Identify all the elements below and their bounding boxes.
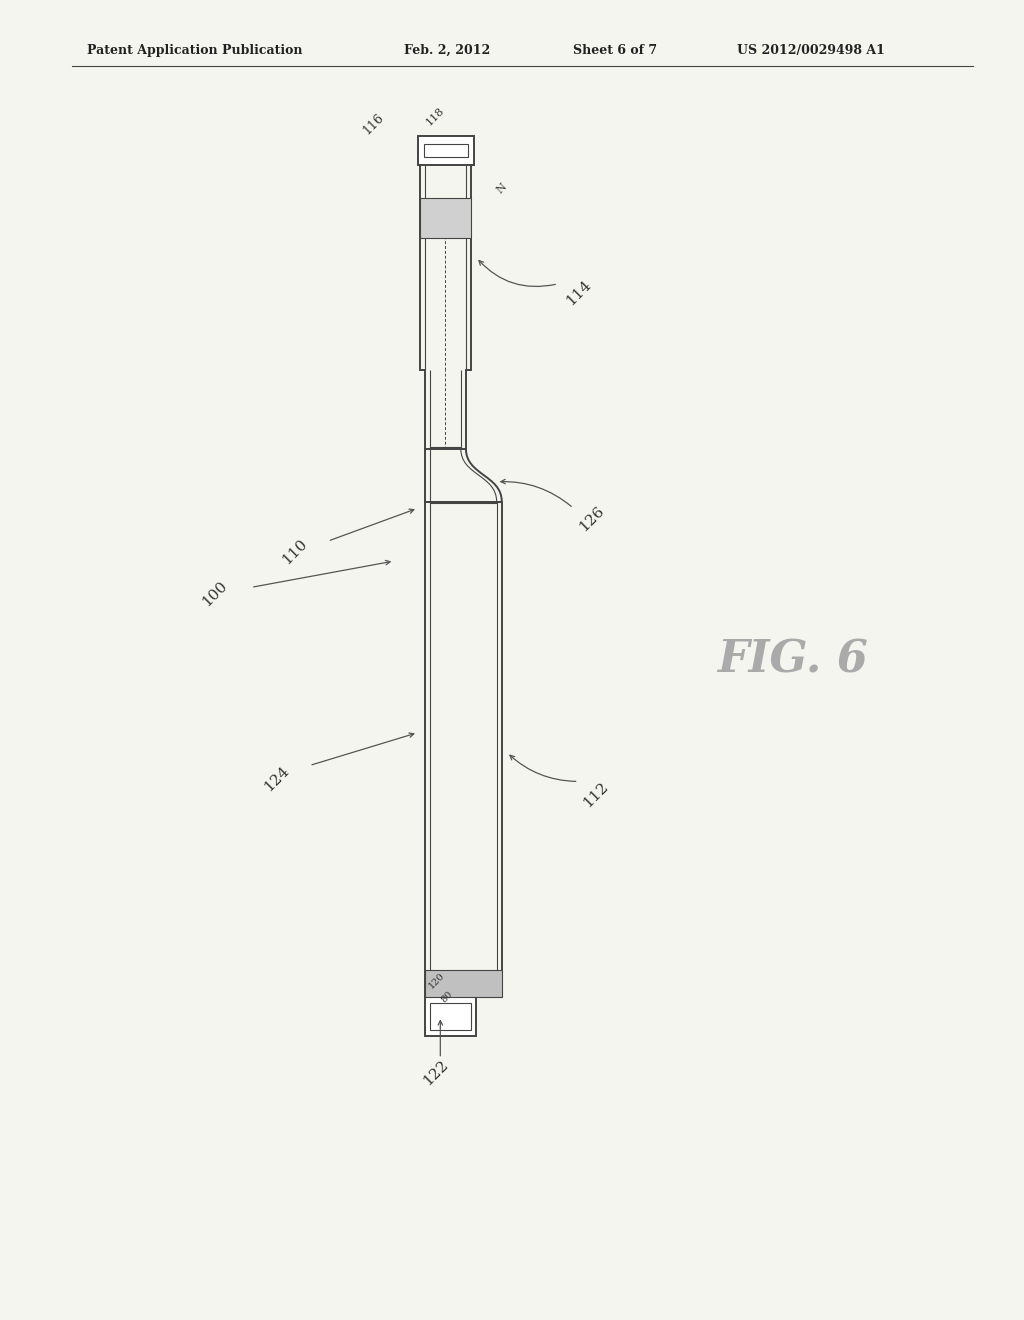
Text: 116: 116 [360,111,387,137]
Text: 100: 100 [200,578,230,610]
Text: 126: 126 [577,503,607,535]
Text: US 2012/0029498 A1: US 2012/0029498 A1 [737,44,885,57]
Text: 118: 118 [424,106,446,127]
Text: Patent Application Publication: Patent Application Publication [87,44,302,57]
Text: 114: 114 [563,277,594,309]
Text: 110: 110 [280,536,310,568]
Bar [424,144,468,157]
Bar [430,1003,471,1030]
Text: FIG. 6: FIG. 6 [717,639,867,681]
Text: 124: 124 [261,763,292,795]
Bar [418,136,474,165]
Bar [420,198,471,238]
Text: 112: 112 [581,779,611,810]
Text: Sheet 6 of 7: Sheet 6 of 7 [573,44,657,57]
Text: 122: 122 [420,1057,451,1089]
Bar [425,970,502,997]
Text: Feb. 2, 2012: Feb. 2, 2012 [404,44,490,57]
Text: N: N [495,182,509,195]
Text: 80: 80 [439,989,454,1005]
Bar [425,997,476,1036]
Text: 120: 120 [426,972,446,990]
